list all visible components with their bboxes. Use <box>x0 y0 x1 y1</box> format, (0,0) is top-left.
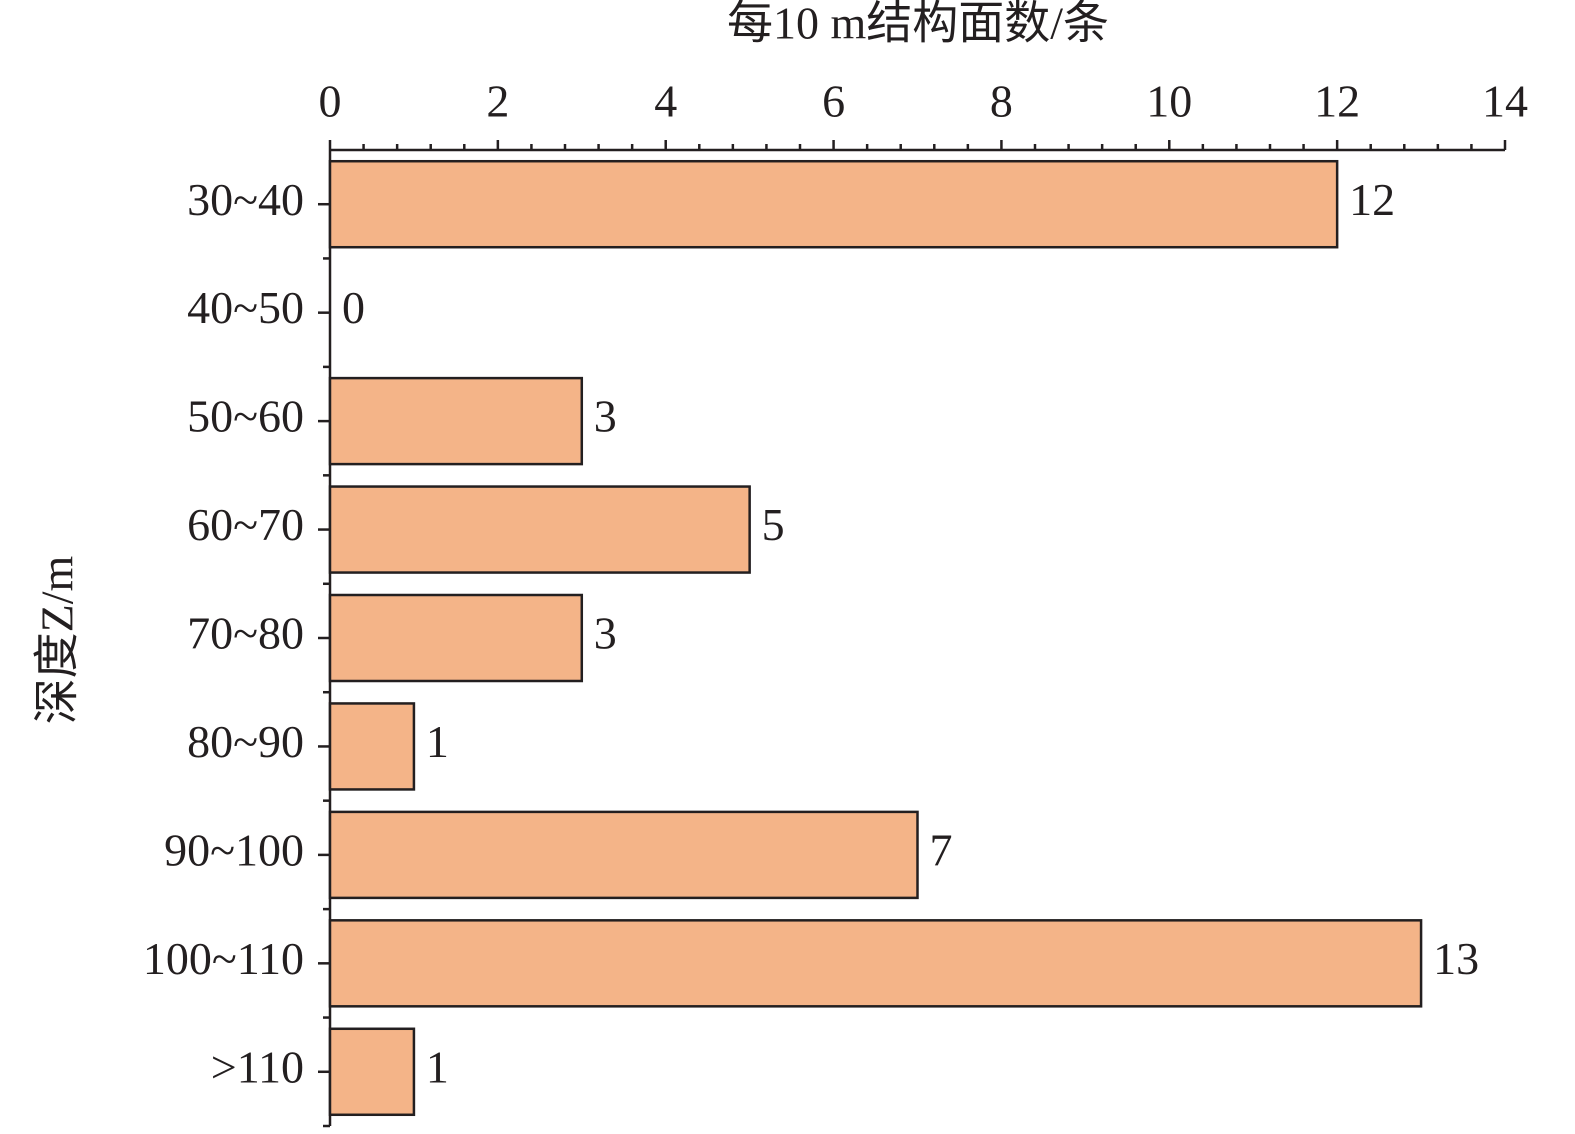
y-tick-label: >110 <box>211 1041 304 1092</box>
bar <box>328 593 584 683</box>
x-tick-label: 12 <box>1314 76 1360 127</box>
value-label: 7 <box>930 824 953 875</box>
y-tick-label: 40~50 <box>187 282 304 333</box>
y-tick-label: 50~60 <box>187 391 304 442</box>
value-label: 1 <box>426 716 449 767</box>
x-tick-label: 8 <box>990 76 1013 127</box>
x-axis-title: 每10 m结构面数/条 <box>727 0 1109 49</box>
value-label: 12 <box>1349 174 1395 225</box>
bar <box>328 702 416 791</box>
x-tick-label: 10 <box>1146 76 1192 127</box>
bar <box>328 485 751 574</box>
y-tick-label: 60~70 <box>187 499 304 550</box>
x-tick-label: 4 <box>654 76 677 127</box>
y-axis-title: 深度Z/m <box>32 555 83 724</box>
y-tick-label: 70~80 <box>187 608 304 659</box>
bar <box>328 810 919 900</box>
y-tick-label: 80~90 <box>187 716 304 767</box>
value-label: 0 <box>342 282 365 333</box>
bar <box>328 376 584 466</box>
value-label: 13 <box>1433 933 1479 984</box>
value-label: 1 <box>426 1041 449 1092</box>
y-tick-label: 100~110 <box>143 933 304 984</box>
x-tick-label: 0 <box>319 76 342 127</box>
y-tick-label: 30~40 <box>187 174 304 225</box>
x-tick-label: 2 <box>486 76 509 127</box>
y-tick-label: 90~100 <box>164 824 304 875</box>
bar <box>328 919 1423 1008</box>
value-label: 3 <box>594 608 617 659</box>
x-tick-label: 14 <box>1482 76 1528 127</box>
value-label: 3 <box>594 391 617 442</box>
bar <box>328 159 1339 249</box>
x-tick-label: 6 <box>822 76 845 127</box>
value-label: 5 <box>762 499 785 550</box>
bar <box>328 1027 416 1117</box>
